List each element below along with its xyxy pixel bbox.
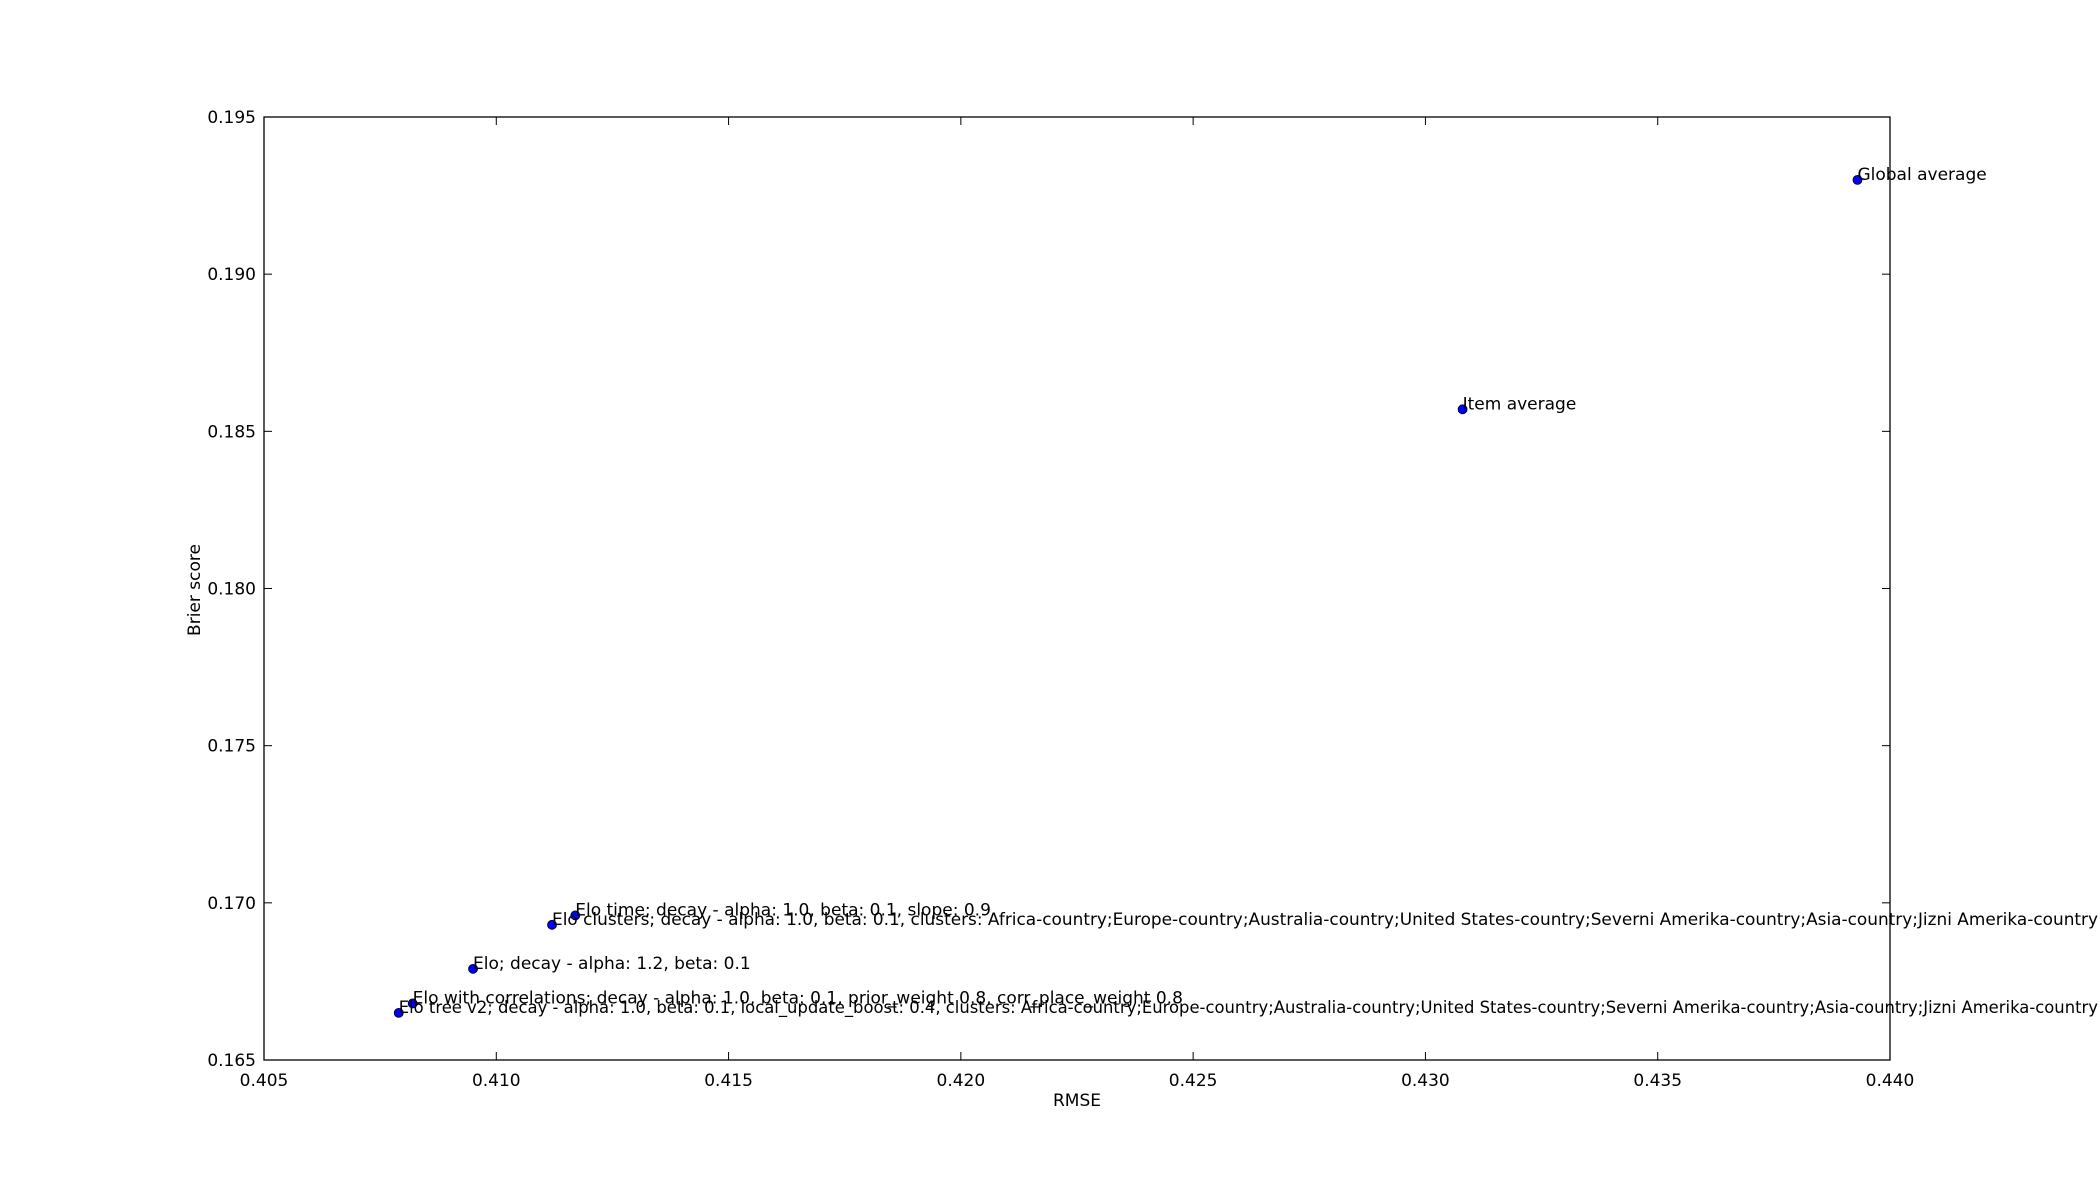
data-point-label: Global average	[1857, 165, 1986, 185]
data-point-label: Elo with correlations; decay - alpha: 1.…	[413, 988, 1183, 1008]
data-point-label: Elo tree v2; decay - alpha: 1.0, beta: 0…	[399, 998, 2098, 1018]
y-tick-label: 0.175	[207, 737, 256, 757]
data-points: Global average Item average Elo time; deca…	[393, 165, 2098, 1018]
data-point-label: Elo time; decay - alpha: 1.0, beta: 0.1,…	[575, 900, 991, 920]
x-tick-label: 0.435	[1633, 1071, 1682, 1091]
data-point	[547, 919, 557, 930]
data-point	[407, 998, 418, 1009]
data-point	[468, 963, 478, 974]
y-tick-label: 0.185	[207, 422, 256, 442]
data-point-label: Item average	[1463, 394, 1577, 414]
x-tick-label: 0.430	[1401, 1071, 1450, 1091]
axis-ticks: 0.405 0.410 0.415 0.420 0.425 0.430 0.435 0.440…	[207, 108, 1914, 1091]
y-tick-label: 0.195	[207, 108, 256, 128]
x-tick-label: 0.415	[704, 1071, 753, 1091]
data-point-label: Elo; decay - alpha: 1.2, beta: 0.1	[473, 954, 751, 974]
data-point	[1852, 174, 1863, 185]
x-tick-label: 0.420	[937, 1071, 986, 1091]
data-point	[570, 910, 581, 921]
data-point	[393, 1007, 404, 1018]
y-tick-label: 0.170	[207, 894, 256, 914]
y-tick-label: 0.190	[207, 265, 256, 285]
data-point-label: Elo clusters; decay - alpha: 1.0, beta: …	[552, 910, 2098, 930]
y-axis-label: Brier score	[185, 544, 205, 636]
x-axis-label: RMSE	[1053, 1091, 1101, 1111]
data-point	[1457, 404, 1468, 415]
x-tick-label: 0.410	[472, 1071, 521, 1091]
x-tick-label: 0.440	[1866, 1071, 1915, 1091]
x-tick-label: 0.425	[1169, 1071, 1218, 1091]
y-tick-label: 0.165	[207, 1051, 256, 1071]
x-tick-label: 0.405	[240, 1071, 289, 1091]
y-tick-label: 0.180	[207, 580, 256, 600]
